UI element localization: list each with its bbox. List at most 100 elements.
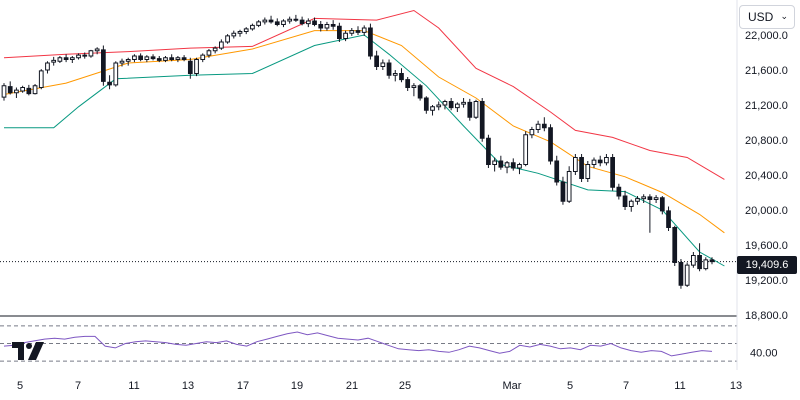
candle[interactable] (32, 84, 38, 95)
candle[interactable] (101, 45, 106, 86)
candle[interactable] (305, 18, 311, 28)
candle[interactable] (82, 52, 88, 59)
candle[interactable] (45, 61, 50, 74)
candle[interactable] (486, 134, 491, 168)
candle[interactable] (361, 25, 367, 36)
candle[interactable] (368, 23, 373, 60)
candle[interactable] (610, 154, 615, 191)
candle[interactable] (659, 196, 665, 215)
candle[interactable] (635, 196, 640, 205)
candle[interactable] (684, 262, 690, 288)
candle[interactable] (641, 194, 647, 203)
candle[interactable] (647, 194, 653, 233)
candle[interactable] (181, 55, 187, 62)
candle[interactable] (548, 124, 553, 165)
candle[interactable] (268, 15, 274, 24)
candle[interactable] (417, 84, 423, 101)
candle[interactable] (26, 84, 32, 96)
candle[interactable] (442, 99, 448, 110)
candle[interactable] (63, 54, 69, 63)
candle[interactable] (318, 21, 324, 32)
candle[interactable] (597, 155, 603, 167)
candle[interactable] (237, 29, 243, 37)
candle[interactable] (678, 259, 684, 289)
candle[interactable] (355, 26, 361, 35)
candle[interactable] (150, 54, 156, 61)
candle[interactable] (604, 154, 609, 166)
candle[interactable] (349, 28, 355, 36)
candle[interactable] (330, 20, 336, 30)
candle[interactable] (219, 39, 224, 50)
candle[interactable] (541, 117, 547, 132)
candle[interactable] (212, 46, 218, 54)
candle[interactable] (411, 83, 417, 97)
candle[interactable] (132, 54, 137, 63)
candle[interactable] (473, 99, 479, 119)
candle[interactable] (392, 70, 398, 82)
candle[interactable] (293, 14, 299, 22)
candle[interactable] (14, 87, 19, 99)
candle[interactable] (504, 161, 510, 174)
currency-selector-button[interactable]: USD ⌄ (739, 5, 795, 29)
candle[interactable] (510, 158, 516, 171)
candle[interactable] (94, 47, 100, 55)
candle[interactable] (324, 21, 330, 31)
candle[interactable] (175, 56, 181, 63)
candle[interactable] (274, 18, 280, 27)
candle[interactable] (76, 53, 81, 60)
candle[interactable] (591, 157, 597, 169)
candle[interactable] (262, 17, 268, 25)
candle[interactable] (299, 16, 305, 26)
candle[interactable] (560, 176, 566, 205)
candle[interactable] (628, 199, 634, 212)
candle[interactable] (206, 49, 212, 58)
candle[interactable] (337, 22, 342, 42)
candle[interactable] (187, 57, 193, 79)
candle[interactable] (386, 59, 392, 79)
candle[interactable] (535, 120, 541, 133)
candle[interactable] (691, 252, 696, 268)
candle[interactable] (672, 225, 678, 266)
candle[interactable] (461, 98, 466, 108)
candle[interactable] (448, 98, 454, 111)
rsi-pane[interactable]: 40.00 (0, 325, 778, 362)
candle[interactable] (225, 34, 230, 44)
candle[interactable] (138, 53, 143, 62)
candle[interactable] (703, 257, 709, 271)
candle[interactable] (287, 16, 293, 24)
candle[interactable] (88, 49, 94, 58)
candle[interactable] (144, 55, 150, 63)
candle[interactable] (156, 56, 162, 63)
time-axis[interactable]: 5 7 11 13 17 19 21 25 Mar 5 7 11 13 (17, 380, 742, 392)
candle[interactable] (622, 190, 628, 210)
candle[interactable] (436, 101, 442, 111)
candle[interactable] (57, 56, 63, 63)
candle[interactable] (709, 257, 715, 265)
candle[interactable] (430, 105, 435, 116)
candle[interactable] (479, 98, 485, 142)
candle[interactable] (523, 131, 529, 167)
candle[interactable] (399, 68, 404, 83)
candle[interactable] (119, 58, 125, 67)
candle[interactable] (566, 166, 572, 203)
candle[interactable] (374, 50, 379, 70)
candle[interactable] (554, 155, 560, 186)
candle[interactable] (653, 195, 659, 203)
candle[interactable] (529, 126, 535, 139)
candle[interactable] (380, 59, 386, 71)
candle[interactable] (1, 83, 7, 101)
candle[interactable] (250, 23, 255, 31)
candle[interactable] (343, 30, 348, 42)
price-axis[interactable]: 22,000.0 21,600.0 21,200.0 20,800.0 20,400.0… (745, 30, 788, 322)
candle[interactable] (573, 154, 578, 175)
candle[interactable] (107, 75, 112, 90)
candle[interactable] (455, 102, 460, 112)
candle[interactable] (194, 57, 199, 77)
candle[interactable] (616, 183, 622, 200)
candle[interactable] (423, 96, 429, 114)
candle[interactable] (256, 20, 261, 28)
candle[interactable] (113, 61, 119, 87)
candle[interactable] (7, 81, 13, 95)
candle[interactable] (69, 56, 75, 63)
candlestick-pane[interactable] (0, 9, 737, 289)
